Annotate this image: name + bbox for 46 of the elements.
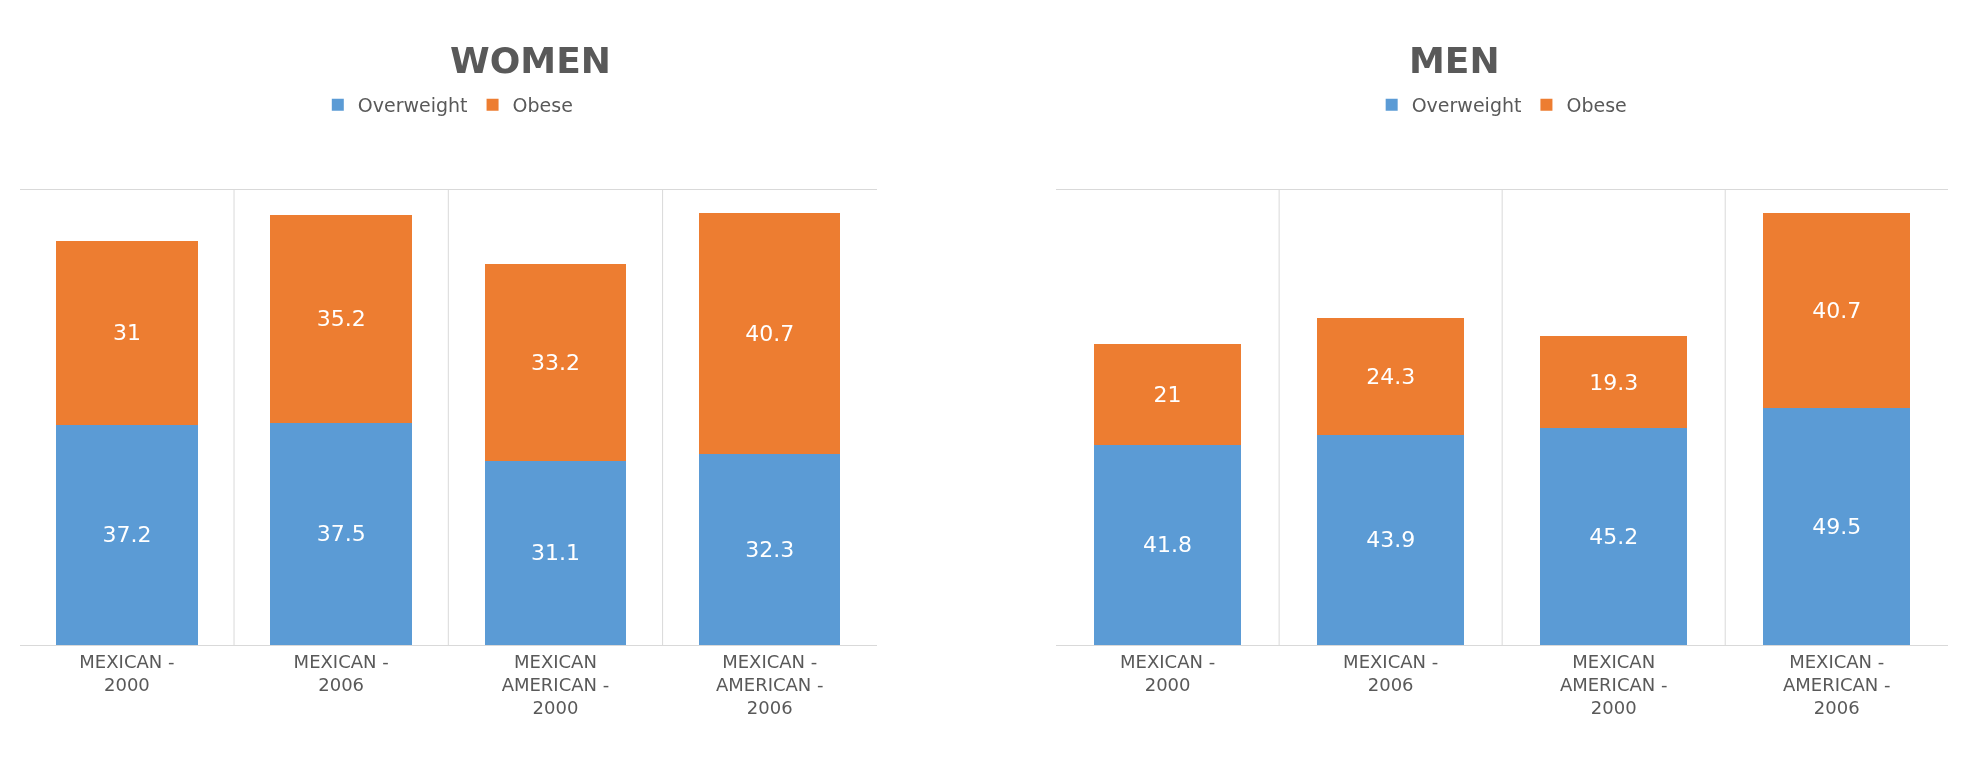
x-tick-label: MEXICAN - 2000 bbox=[79, 650, 175, 695]
bar bbox=[1540, 428, 1688, 645]
data-label: 45.2 bbox=[1589, 524, 1639, 550]
bar bbox=[1763, 212, 1911, 408]
data-label: 32.3 bbox=[745, 536, 795, 562]
x-tick-label: MEXICAN - 2006 bbox=[1343, 650, 1439, 695]
bar bbox=[1094, 344, 1242, 445]
legend-label: Obese bbox=[1566, 94, 1627, 117]
x-tick-label: MEXICAN AMERICAN - 2000 bbox=[501, 650, 610, 719]
data-label: 41.8 bbox=[1143, 532, 1193, 558]
data-label: 37.2 bbox=[102, 522, 152, 548]
data-label: 40.7 bbox=[1812, 297, 1862, 323]
legend-label: Obese bbox=[512, 94, 573, 117]
data-label: 21 bbox=[1153, 381, 1182, 407]
bar bbox=[1540, 335, 1688, 429]
chart-title: MEN bbox=[1409, 40, 1500, 81]
data-label: 40.7 bbox=[745, 320, 795, 346]
bar bbox=[484, 264, 627, 461]
bar bbox=[1317, 318, 1465, 435]
x-tick-label: MEXICAN AMERICAN - 2000 bbox=[1559, 650, 1668, 719]
data-label: 37.5 bbox=[316, 521, 366, 547]
bar bbox=[699, 212, 841, 454]
bar bbox=[699, 453, 841, 645]
bar bbox=[56, 424, 198, 645]
data-label: 19.3 bbox=[1589, 369, 1639, 395]
data-label: 49.5 bbox=[1812, 513, 1862, 539]
legend-label: Overweight bbox=[1411, 94, 1522, 117]
bar bbox=[270, 422, 412, 645]
data-label: 31.1 bbox=[530, 540, 580, 566]
bar bbox=[1094, 444, 1242, 645]
data-label: 33.2 bbox=[530, 350, 580, 376]
bar bbox=[56, 241, 198, 425]
x-tick-label: MEXICAN - AMERICAN - 2006 bbox=[715, 650, 824, 719]
chart-title: WOMEN bbox=[450, 40, 611, 81]
x-tick-label: MEXICAN - 2000 bbox=[1120, 650, 1216, 695]
legend-label: Overweight bbox=[357, 94, 468, 117]
x-tick-label: MEXICAN - 2006 bbox=[293, 650, 389, 695]
data-label: 43.9 bbox=[1366, 527, 1416, 553]
data-label: 35.2 bbox=[316, 306, 366, 332]
data-label: 24.3 bbox=[1366, 363, 1416, 389]
data-label: 31 bbox=[112, 320, 141, 346]
bar bbox=[1317, 434, 1465, 645]
bar bbox=[1763, 407, 1911, 645]
x-tick-label: MEXICAN - AMERICAN - 2006 bbox=[1782, 650, 1891, 719]
bar bbox=[270, 214, 412, 423]
bar bbox=[484, 460, 627, 645]
